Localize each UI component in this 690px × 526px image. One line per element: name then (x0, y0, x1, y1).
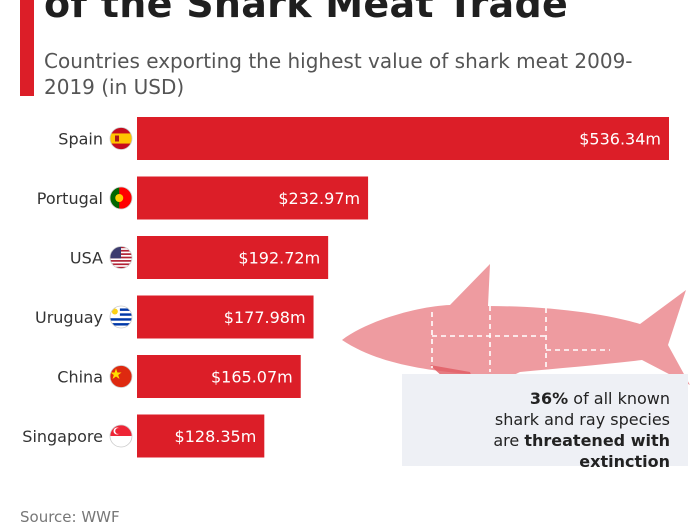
chart-subtitle: Countries exporting the highest value of… (44, 49, 633, 99)
bars-group: Spain $536.34m Portugal $232.97m USA $192.72m… (22, 117, 669, 458)
value-label: $165.07m (211, 368, 293, 387)
value-label: $232.97m (278, 189, 360, 208)
shark-body (342, 264, 690, 392)
value-label: $192.72m (238, 249, 320, 268)
value-label: $536.34m (579, 130, 661, 149)
portugal-flag-icon (109, 186, 133, 210)
singapore-flag-icon (109, 424, 133, 448)
source-note: Source: WWF (20, 508, 120, 526)
china-flag-icon (109, 365, 133, 388)
chart-title: of the Shark Meat Trade (44, 0, 569, 26)
bar-singapore (137, 414, 265, 458)
info-line-2: shark and ray species (494, 410, 670, 429)
value-label: $177.98m (224, 308, 306, 327)
info-text-1: of all known (568, 389, 670, 408)
info-emphasis: threatened with extinction (524, 431, 670, 471)
spain-flag-icon (109, 127, 133, 150)
category-label: Singapore (22, 427, 103, 446)
category-label: Uruguay (35, 308, 103, 327)
category-label: China (57, 368, 103, 387)
value-label: $128.35m (175, 427, 257, 446)
info-line-3: are threatened with extinction (402, 430, 670, 472)
uruguay-flag-icon (109, 305, 133, 329)
bar-portugal (137, 176, 369, 220)
category-label: Spain (58, 130, 103, 149)
accent-bar (20, 0, 34, 96)
usa-flag-icon (109, 246, 133, 269)
category-label: Portugal (37, 189, 103, 208)
shark-cut-lines (431, 306, 610, 372)
bar-china (137, 355, 301, 398)
category-label: USA (70, 249, 103, 268)
bar-usa (137, 236, 329, 279)
bar-spain (137, 117, 669, 160)
bar-uruguay (137, 295, 314, 339)
info-highlight: 36% (529, 389, 569, 408)
info-text-3: are (493, 431, 525, 450)
extinction-info-box: 36% of all known shark and ray species a… (402, 374, 688, 471)
info-line-1: 36% of all known (402, 388, 670, 409)
